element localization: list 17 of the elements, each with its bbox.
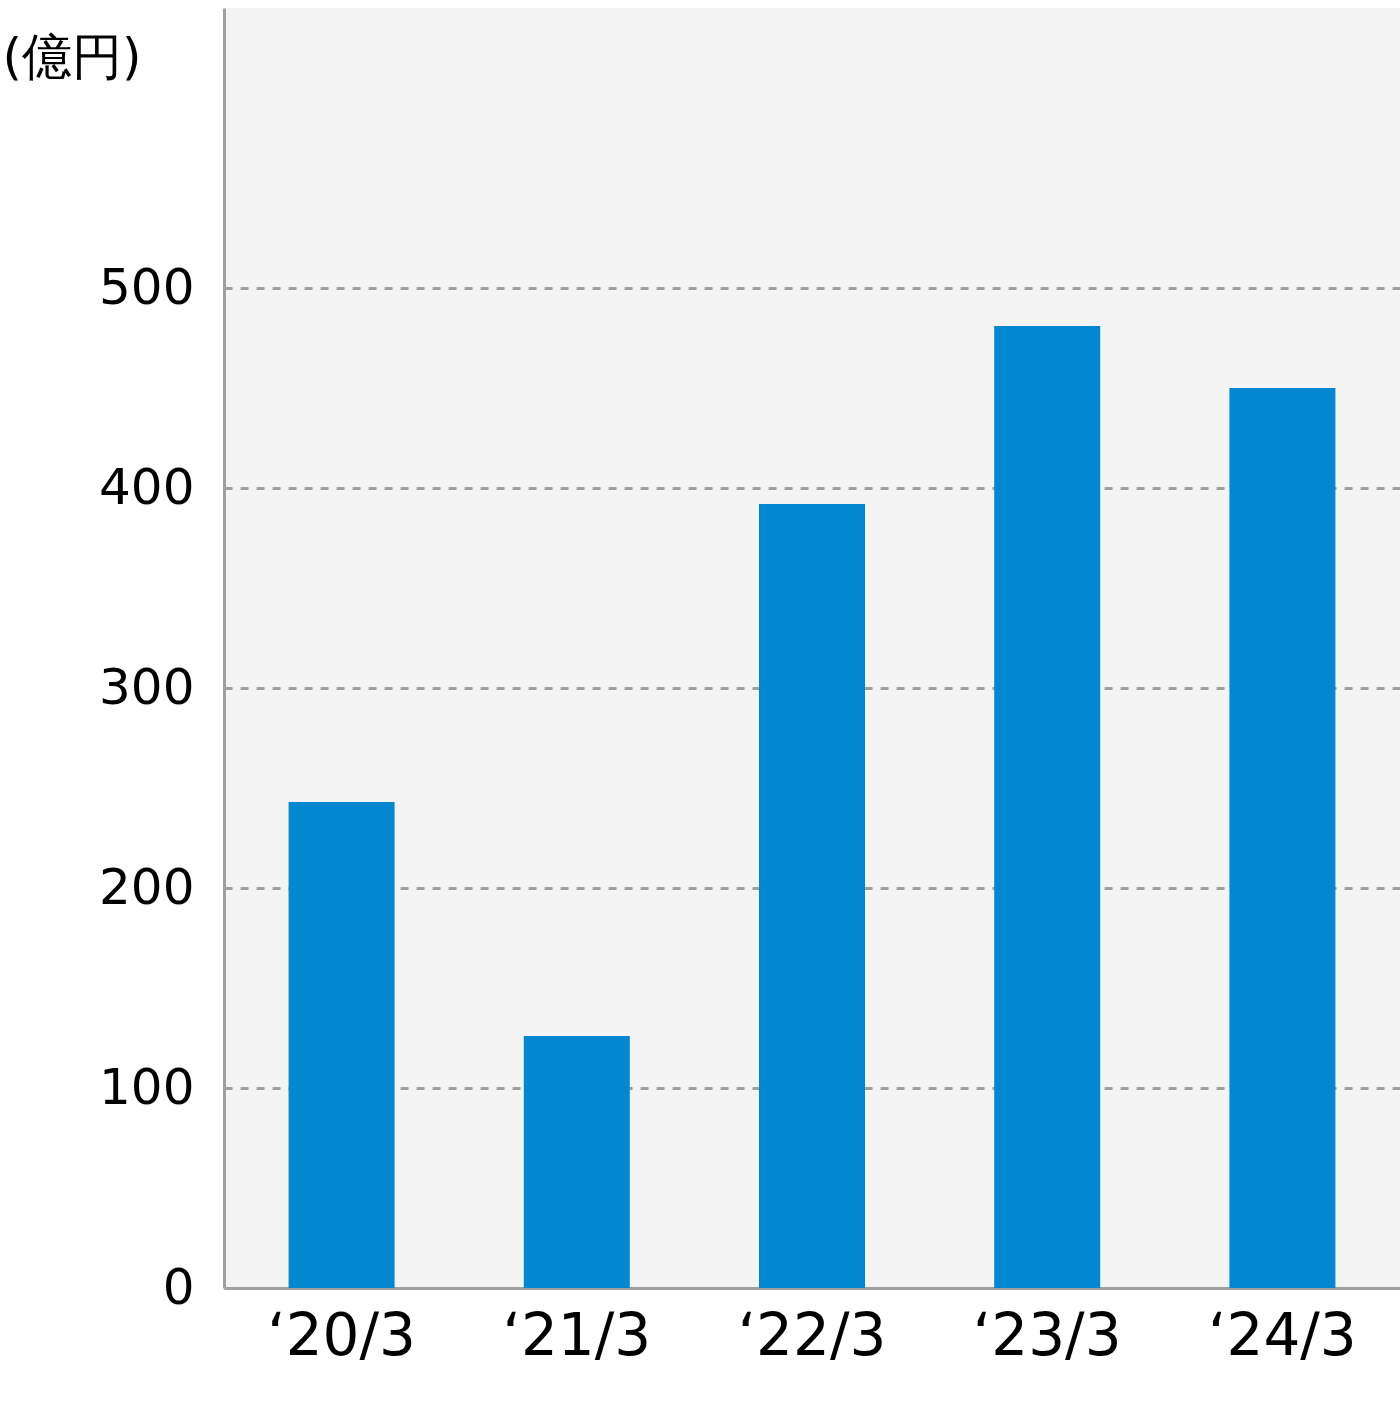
x-tick-label: ‘20/3 xyxy=(267,1300,416,1369)
x-tick-label: ‘22/3 xyxy=(737,1300,887,1369)
bar xyxy=(288,802,395,1288)
x-tick-label: ‘23/3 xyxy=(972,1300,1122,1369)
bar xyxy=(1229,388,1336,1288)
y-axis-title: (億円) xyxy=(2,27,142,86)
y-tick-label: 500 xyxy=(99,257,195,316)
y-tick-label: 0 xyxy=(162,1257,195,1316)
y-tick-label: 300 xyxy=(99,657,195,716)
bar xyxy=(994,326,1101,1288)
x-tick-label: ‘21/3 xyxy=(502,1300,652,1369)
x-tick-label: ‘24/3 xyxy=(1208,1300,1357,1369)
bar xyxy=(523,1036,630,1288)
y-tick-label: 400 xyxy=(99,457,195,516)
y-tick-label: 200 xyxy=(99,857,195,916)
bar xyxy=(759,504,865,1288)
y-tick-label: 100 xyxy=(99,1057,195,1116)
